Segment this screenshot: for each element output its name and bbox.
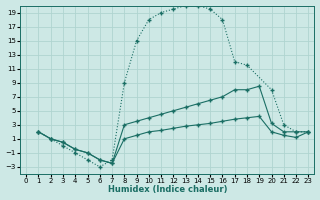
X-axis label: Humidex (Indice chaleur): Humidex (Indice chaleur) bbox=[108, 185, 227, 194]
